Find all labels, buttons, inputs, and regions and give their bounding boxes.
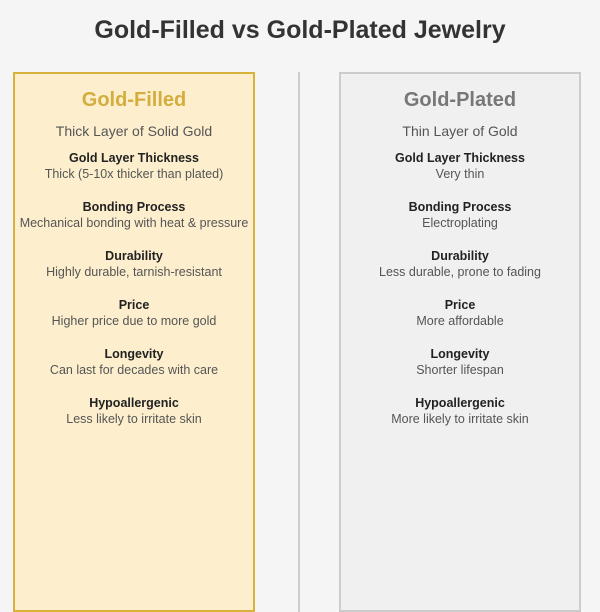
attribute-value: More likely to irritate skin: [391, 412, 529, 426]
attribute-item: Longevity Shorter lifespan: [341, 345, 579, 394]
attribute-value: Less likely to irritate skin: [66, 412, 202, 426]
attribute-value: Thick (5-10x thicker than plated): [44, 167, 224, 181]
attribute-item: Durability Less durable, prone to fading: [341, 247, 579, 296]
attribute-label: Gold Layer Thickness: [395, 151, 525, 165]
attribute-value: Less durable, prone to fading: [379, 265, 541, 279]
attribute-label: Longevity: [104, 347, 164, 361]
divider: [298, 72, 300, 612]
attribute-item: Hypoallergenic Less likely to irritate s…: [15, 394, 253, 443]
panel-heading: Gold-Filled: [81, 89, 187, 111]
attribute-label: Hypoallergenic: [415, 396, 505, 410]
attribute-item: Bonding Process Mechanical bonding with …: [15, 198, 253, 247]
panel-subtitle: Thick Layer of Solid Gold: [55, 123, 213, 139]
attribute-item: Longevity Can last for decades with care: [15, 345, 253, 394]
attribute-label: Durability: [105, 249, 163, 263]
attribute-value: More affordable: [416, 314, 504, 328]
attribute-label: Price: [444, 298, 476, 312]
attribute-item: Gold Layer Thickness Thick (5-10x thicke…: [15, 149, 253, 198]
attribute-value: Very thin: [435, 167, 485, 181]
attribute-value: Can last for decades with care: [49, 363, 219, 377]
attribute-value: Electroplating: [422, 216, 498, 230]
attribute-item: Gold Layer Thickness Very thin: [341, 149, 579, 198]
panel-subtitle: Thin Layer of Gold: [402, 123, 518, 139]
attribute-value: Shorter lifespan: [416, 363, 504, 377]
attribute-item: Hypoallergenic More likely to irritate s…: [341, 394, 579, 443]
attribute-value: Highly durable, tarnish-resistant: [46, 265, 222, 279]
attribute-label: Bonding Process: [408, 200, 512, 214]
attribute-label: Longevity: [430, 347, 490, 361]
attribute-item: Bonding Process Electroplating: [341, 198, 579, 247]
attribute-value: Mechanical bonding with heat & pressure: [19, 216, 249, 230]
attribute-item: Price More affordable: [341, 296, 579, 345]
attribute-item: Price Higher price due to more gold: [15, 296, 253, 345]
page-title: Gold-Filled vs Gold-Plated Jewelry: [94, 16, 506, 44]
panel-heading: Gold-Plated: [403, 89, 517, 111]
attribute-item: Durability Highly durable, tarnish-resis…: [15, 247, 253, 296]
gold-filled-panel: Gold-Filled Thick Layer of Solid Gold Go…: [13, 72, 255, 612]
attribute-label: Gold Layer Thickness: [69, 151, 199, 165]
attribute-label: Durability: [431, 249, 489, 263]
attribute-label: Price: [118, 298, 150, 312]
attribute-value: Higher price due to more gold: [51, 314, 217, 328]
attribute-label: Bonding Process: [82, 200, 186, 214]
gold-plated-panel: Gold-Plated Thin Layer of Gold Gold Laye…: [339, 72, 581, 612]
attribute-label: Hypoallergenic: [89, 396, 179, 410]
